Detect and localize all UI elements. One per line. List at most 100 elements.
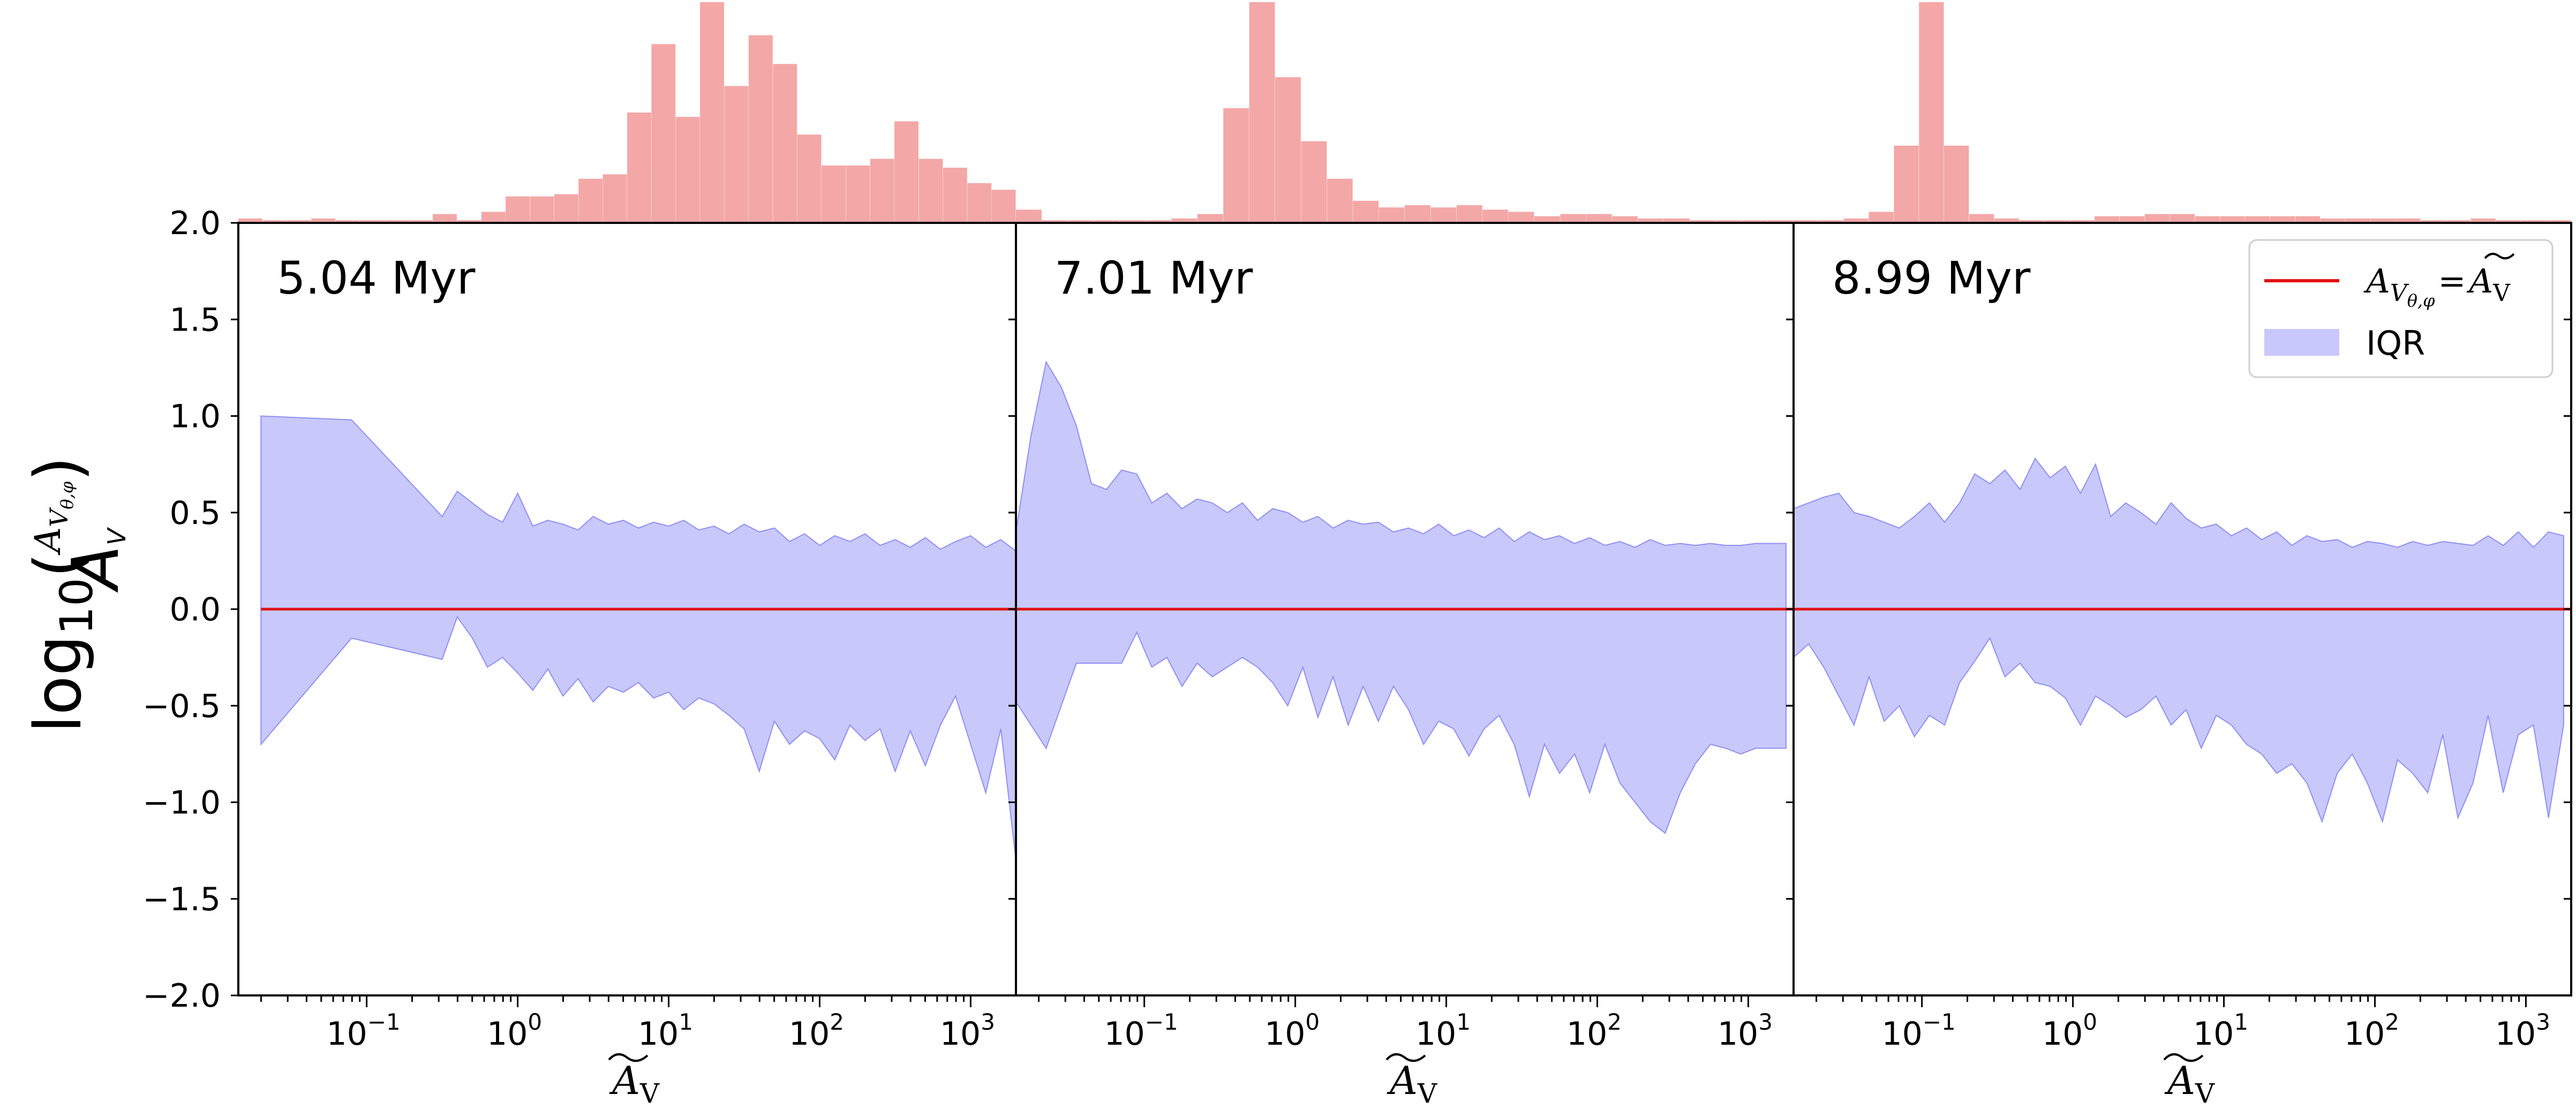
histogram-bar — [2069, 220, 2095, 223]
x-tick-exp: 3 — [2536, 1009, 2550, 1035]
iqr-area-1 — [260, 415, 1016, 860]
iqr-area-2 — [1016, 360, 1787, 834]
histogram-bar — [1894, 145, 1919, 223]
histogram-bar — [1560, 214, 1586, 223]
histogram-bar — [1249, 2, 1275, 223]
x-tick-exp: 1 — [679, 1009, 693, 1035]
x-tick-label: 101 — [2193, 1009, 2248, 1053]
histogram-bar — [651, 44, 676, 223]
x-tick-base: 10 — [2495, 1015, 2536, 1053]
y-label-den: A — [59, 545, 133, 593]
histogram-bar — [1818, 220, 1844, 223]
histogram-bar — [1664, 218, 1690, 223]
histogram-bar — [1067, 220, 1094, 223]
histogram-bar — [457, 220, 481, 223]
x-tick-exp: −1 — [1145, 1009, 1178, 1035]
histogram-bar — [2345, 218, 2370, 223]
panel-title-2: 7.01 Myr — [1054, 252, 1253, 304]
y-tick-label: −0.5 — [142, 687, 221, 725]
x-tick-exp: 2 — [1607, 1009, 1622, 1035]
x-tick-label: 100 — [2042, 1009, 2097, 1053]
histogram-bar — [724, 86, 749, 223]
x-tick-exp: 3 — [1758, 1009, 1773, 1035]
histogram-bar — [1715, 220, 1742, 223]
histogram-bar — [1094, 220, 1120, 223]
histogram-bar — [554, 194, 578, 223]
legend-lhs-sub: V — [2390, 280, 2409, 307]
histogram-bar — [894, 121, 918, 223]
histogram-bar — [287, 220, 311, 223]
histogram-bar — [1869, 212, 1894, 223]
histogram-bar — [1482, 209, 1509, 223]
histogram-bar — [433, 214, 457, 223]
x-tick-label: 102 — [1566, 1009, 1622, 1053]
histogram-bar — [773, 64, 797, 223]
histogram-bar — [822, 165, 846, 223]
x-tick-exp: 3 — [981, 1009, 995, 1035]
y-tick-label: 0.5 — [170, 494, 221, 532]
x-tick-label: 102 — [2344, 1009, 2399, 1053]
y-tick-label: 1.5 — [170, 301, 221, 339]
histogram-bar — [1969, 214, 1994, 223]
histogram-bar — [1586, 214, 1612, 223]
y-tick-label: 0.0 — [170, 591, 221, 628]
histogram-bar — [408, 220, 433, 223]
histogram-bar — [1690, 220, 1716, 223]
y-label-log: log — [21, 635, 96, 733]
x-tick-label: 102 — [789, 1009, 844, 1053]
legend-rhs-tilde — [2484, 252, 2515, 260]
x-tick-label: 10−1 — [1104, 1009, 1178, 1053]
x-tick-base: 10 — [1415, 1015, 1456, 1053]
histogram-bar — [846, 165, 870, 223]
histogram-bar — [1456, 205, 1482, 223]
histogram-bar — [1275, 77, 1301, 223]
x-label-sub: V — [639, 1078, 660, 1109]
x-tick-exp: 2 — [830, 1009, 844, 1035]
histogram-bar — [797, 134, 822, 223]
y-label-num-subsub: θ,φ — [57, 481, 77, 509]
x-tick-label: 101 — [638, 1009, 693, 1053]
legend-eq: = — [2438, 261, 2466, 301]
histogram-bar — [2119, 216, 2145, 223]
histogram-bar — [2144, 214, 2170, 223]
x-label-sub: V — [1417, 1078, 1437, 1109]
y-label-den-sub: V — [102, 527, 131, 545]
x-label-tilde — [1385, 1053, 1426, 1062]
x-tick-base: 10 — [789, 1015, 830, 1053]
histogram-bar — [262, 220, 287, 223]
histogram-bar — [2245, 216, 2270, 223]
histogram-bar — [1223, 108, 1249, 223]
x-tick-exp: 2 — [2385, 1009, 2399, 1035]
legend-lhs: A — [2363, 261, 2390, 301]
x-tick-base: 10 — [1566, 1015, 1607, 1053]
legend-fill-swatch — [2264, 329, 2339, 356]
x-tick-exp: 1 — [2234, 1009, 2248, 1035]
x-tick-exp: 1 — [1456, 1009, 1471, 1035]
histogram-bar — [1612, 216, 1638, 223]
x-tick-exp: 0 — [528, 1009, 542, 1035]
histogram-bar — [870, 159, 894, 223]
y-label-open: ( — [21, 552, 96, 578]
legend-rhs: A — [2466, 261, 2493, 301]
histogram-bar — [1301, 141, 1327, 223]
x-tick-exp: 0 — [2083, 1009, 2097, 1035]
histogram-bar — [1430, 207, 1457, 223]
histogram-bar — [2470, 218, 2496, 223]
histogram-bar — [1638, 218, 1664, 223]
histogram-bar — [359, 220, 384, 223]
x-tick-label: 103 — [940, 1009, 995, 1053]
histogram-bar — [943, 168, 967, 223]
legend-lhs-subsub: θ,φ — [2407, 290, 2435, 311]
histogram-bar — [918, 159, 943, 223]
histogram-bar — [335, 220, 360, 223]
x-label-main: A — [2164, 1058, 2195, 1103]
x-tick-base: 10 — [2193, 1015, 2234, 1053]
svg-text:log10(AVθ,φ): log10(AVθ,φ) — [21, 456, 103, 733]
x-tick-base: 10 — [327, 1015, 367, 1053]
histogram-bar — [1843, 218, 1869, 223]
